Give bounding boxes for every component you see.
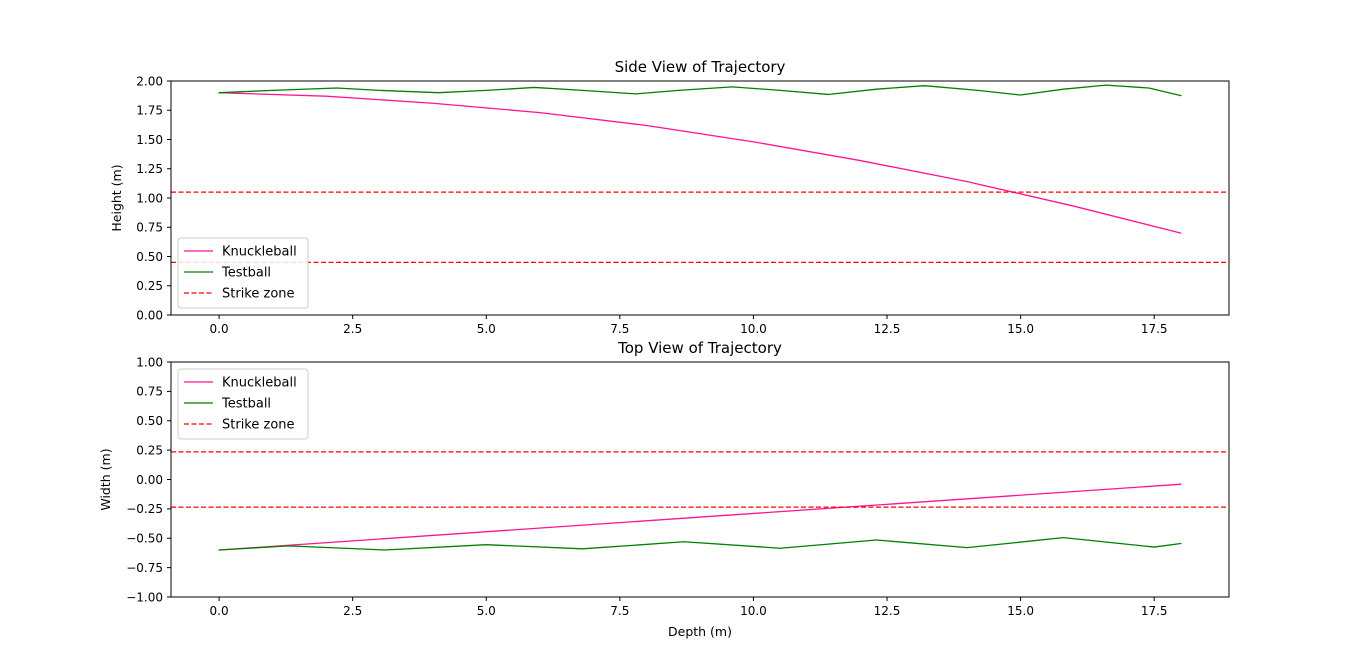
y-axis-label: Height (m): [109, 164, 124, 231]
plot-area: [171, 451, 1229, 551]
legend-label: Strike zone: [222, 287, 295, 302]
legend-label: Testball: [221, 397, 271, 412]
x-tick-label: 5.0: [477, 322, 496, 336]
plot-panel-2: 0.0 2.5 5.0 7.5 10.0 12.5 15.0 17.5 −1.00 −0.75 −0…: [98, 339, 1230, 639]
knuckleball-line: [218, 483, 1182, 551]
y-tick-label: 0.75: [136, 385, 163, 399]
y-tick-label: 0.25: [136, 443, 163, 457]
x-tick-label: 5.0: [477, 604, 496, 618]
legend: Knuckleball Testball Strike zone: [177, 368, 309, 440]
x-tick-label: 17.5: [1141, 604, 1168, 618]
y-tick-label: 0.50: [136, 250, 163, 264]
y-tick-label: 0.00: [136, 308, 163, 322]
plot-frame: [170, 361, 1230, 598]
legend-label: Strike zone: [222, 418, 295, 433]
legend-box: [177, 368, 309, 440]
legend-box: [177, 237, 309, 309]
x-tick-label: 7.5: [610, 604, 629, 618]
testball-line: [218, 537, 1182, 551]
testball-line: [218, 84, 1182, 97]
y-tick-label: −0.25: [126, 502, 163, 516]
y-tick-label: 0.50: [136, 414, 163, 428]
y-tick-label: −1.00: [126, 590, 163, 604]
x-tick-label: 0.0: [210, 604, 229, 618]
x-tick-label: 0.0: [210, 322, 229, 336]
x-tick-label: 7.5: [610, 322, 629, 336]
plot-frame: [170, 80, 1230, 316]
plot-area: [171, 84, 1229, 263]
x-tick-label: 15.0: [1007, 322, 1034, 336]
x-tick-label: 10.0: [740, 604, 767, 618]
y-tick-label: 1.25: [136, 162, 163, 176]
plot-title: Side View of Trajectory: [615, 58, 786, 76]
y-tick-label: −0.75: [126, 561, 163, 575]
y-tick-label: 1.00: [136, 191, 163, 205]
x-tick-label: 12.5: [874, 604, 901, 618]
legend-label: Knuckleball: [222, 376, 297, 391]
knuckleball-line: [218, 92, 1182, 234]
plot-panel-1: 0.0 2.5 5.0 7.5 10.0 12.5 15.0 17.5 0.00 0.25 0.50…: [109, 58, 1230, 336]
legend-label: Knuckleball: [222, 245, 297, 260]
x-tick-label: 17.5: [1141, 322, 1168, 336]
legend: Knuckleball Testball Strike zone: [177, 237, 309, 309]
x-tick-label: 15.0: [1007, 604, 1034, 618]
plot-title: Top View of Trajectory: [617, 339, 782, 357]
x-tick-label: 2.5: [343, 604, 362, 618]
legend-label: Testball: [221, 266, 271, 281]
x-axis-label: Depth (m): [668, 624, 732, 639]
y-tick-label: 0.00: [136, 473, 163, 487]
y-tick-label: 1.50: [136, 133, 163, 147]
y-tick-label: 1.75: [136, 104, 163, 118]
y-tick-label: 1.00: [136, 355, 163, 369]
x-tick-label: 10.0: [740, 322, 767, 336]
y-tick-label: 0.75: [136, 221, 163, 235]
x-tick-label: 2.5: [343, 322, 362, 336]
y-tick-label: −0.50: [126, 532, 163, 546]
y-tick-label: 0.25: [136, 279, 163, 293]
x-tick-label: 12.5: [874, 322, 901, 336]
y-tick-label: 2.00: [136, 74, 163, 88]
y-axis-label: Width (m): [98, 448, 113, 510]
